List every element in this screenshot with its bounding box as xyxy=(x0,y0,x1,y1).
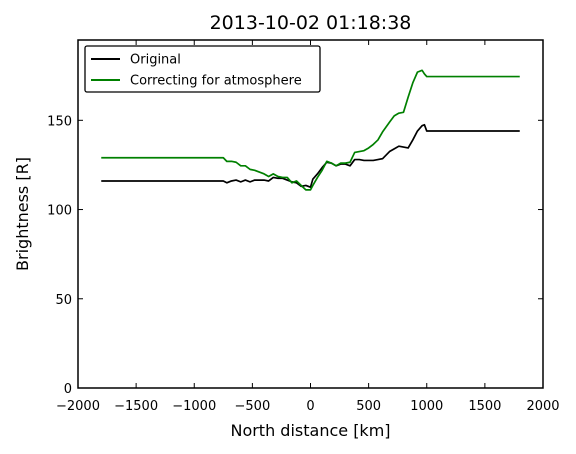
x-tick-label: −500 xyxy=(235,399,271,414)
y-tick-label: 150 xyxy=(47,114,72,129)
series-line-atmosphere-corrected xyxy=(101,69,520,191)
legend-label: Correcting for atmosphere xyxy=(130,74,302,89)
y-tick-label: 50 xyxy=(55,293,72,308)
series-line-original xyxy=(101,123,520,189)
plot-series-group xyxy=(101,69,520,191)
x-tick-label: 500 xyxy=(356,399,381,414)
y-tick-label: 0 xyxy=(64,382,72,397)
x-tick-label: 1500 xyxy=(468,399,501,414)
x-tick-label: 1000 xyxy=(410,399,443,414)
x-tick-label: −1500 xyxy=(114,399,158,414)
y-axis-ticks: 0 50 100 150 xyxy=(47,114,543,397)
x-tick-label: 0 xyxy=(306,399,314,414)
legend-box xyxy=(84,45,321,93)
x-axis-label: North distance [km] xyxy=(230,421,390,440)
legend-label: Original xyxy=(130,53,181,68)
x-axis-ticks: −2000 −1500 −1000 −500 0 500 1000 1500 2000 xyxy=(56,40,560,414)
chart-title: 2013-10-02 01:18:38 xyxy=(210,12,412,34)
y-tick-label: 100 xyxy=(47,204,72,219)
x-tick-label: 2000 xyxy=(526,399,559,414)
y-axis-label: Brightness [R] xyxy=(13,157,32,271)
x-tick-label: −2000 xyxy=(56,399,100,414)
x-tick-label: −1000 xyxy=(172,399,216,414)
legend: Original Correcting for atmosphere xyxy=(84,45,321,93)
